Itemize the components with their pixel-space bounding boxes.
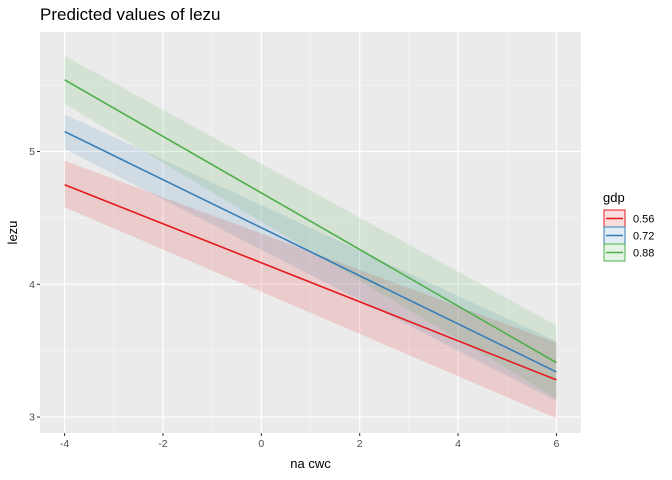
minor-gridlines [40,32,581,433]
chart-title: Predicted values of lezu [40,5,221,24]
y-axis: 3 4 5 [29,146,40,424]
confidence-ribbons [64,55,557,419]
ribbon-0.88 [64,55,557,399]
x-tick-label: -4 [60,438,69,450]
ribbon-0.72 [64,114,557,402]
x-axis: -4 -2 0 2 4 6 [60,433,559,450]
legend-label-0.56: 0.56 [633,214,654,226]
x-axis-title: na cwc [290,456,331,471]
major-gridlines [40,32,581,433]
x-tick-label: 0 [258,438,264,450]
line-0.56 [64,183,557,381]
legend-label-0.72: 0.72 [633,231,654,243]
y-axis-title: lezu [5,221,20,245]
legend-title: gdp [603,190,625,205]
y-tick-label: 5 [29,146,35,158]
legend: gdp 0.56 0.72 0.88 [603,190,654,262]
x-tick-label: 6 [553,438,559,450]
line-0.88 [64,79,557,364]
x-tick-label: -2 [158,438,167,450]
series-lines [64,79,557,381]
legend-label-0.88: 0.88 [633,248,654,260]
x-tick-label: 4 [455,438,461,450]
y-tick-label: 3 [29,412,35,424]
y-tick-label: 4 [29,279,35,291]
ribbon-0.56 [64,160,557,419]
line-0.72 [64,130,557,373]
x-tick-label: 2 [357,438,363,450]
